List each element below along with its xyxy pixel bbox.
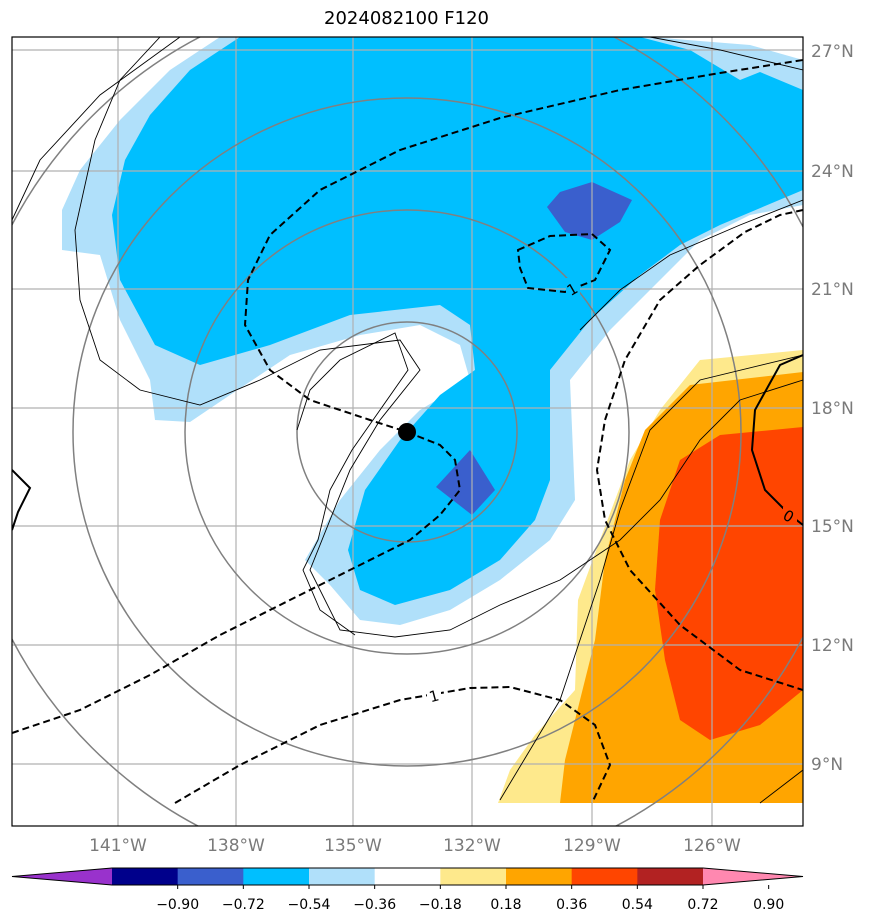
lon-label: 132°W — [443, 836, 501, 856]
colorbar-tick-label: 0.72 — [687, 897, 718, 913]
dashed-contours — [12, 59, 803, 804]
colorbar-segment — [374, 868, 441, 885]
range-rings — [12, 37, 803, 826]
colorbar: −0.90 −0.72 −0.54 −0.36 −0.18 0.18 0.36 0.54 0.7… — [11, 867, 804, 913]
lat-label: 27°N — [811, 42, 854, 62]
longitude-labels: 141°W 138°W 135°W 132°W 129°W 126°W — [89, 836, 741, 856]
latitude-labels: 27°N 24°N 21°N 18°N 15°N 12°N 9°N — [811, 42, 854, 775]
contour-label-1-south: 1 — [427, 686, 441, 706]
colorbar-segment — [637, 868, 704, 885]
colorbar-tick-label: 0.18 — [490, 897, 521, 913]
colorbar-tick-label: −0.90 — [156, 897, 199, 913]
lat-label: 9°N — [811, 755, 843, 775]
colorbar-tick-label: −0.36 — [353, 897, 396, 913]
colorbar-segment — [506, 868, 573, 885]
map-area: 1 1 0 — [12, 37, 803, 826]
map-frame — [11, 36, 804, 827]
colorbar-outline — [11, 867, 804, 886]
colorbar-segment — [571, 868, 638, 885]
colorbar-segment — [440, 868, 507, 885]
lat-label: 12°N — [811, 636, 854, 656]
fill-dark-blue-north — [547, 182, 632, 240]
colorbar-tick-label: 0.36 — [556, 897, 587, 913]
lon-label: 138°W — [207, 836, 265, 856]
lat-label: 15°N — [811, 517, 854, 537]
colorbar-extend-max — [703, 868, 803, 885]
colorbar-tick-label: 0.90 — [753, 897, 784, 913]
lat-label: 24°N — [811, 162, 854, 182]
lat-label: 18°N — [811, 399, 854, 419]
colorbar-tick-label: −0.54 — [288, 897, 331, 913]
fill-red-orange — [655, 427, 803, 740]
contour-labels: 1 1 0 — [427, 278, 797, 706]
storm-center-marker — [398, 423, 416, 441]
colorbar-segment — [177, 868, 244, 885]
colorbar-segment — [243, 868, 310, 885]
colorbar-tick-label: −0.18 — [419, 897, 462, 913]
grid-lines — [12, 37, 803, 826]
lon-label: 126°W — [683, 836, 741, 856]
fill-dark-blue-south — [436, 450, 495, 515]
colorbar-segment — [309, 868, 376, 885]
colorbar-segment — [112, 868, 179, 885]
map-title: 2024082100 F120 — [324, 8, 489, 29]
lon-label: 135°W — [324, 836, 382, 856]
fill-blue — [112, 37, 803, 605]
colorbar-extend-min — [12, 868, 112, 885]
lon-label: 141°W — [89, 836, 147, 856]
lon-label: 129°W — [563, 836, 621, 856]
lat-label: 21°N — [811, 280, 854, 300]
colorbar-tick-label: −0.72 — [222, 897, 265, 913]
colorbar-tick-label: 0.54 — [622, 897, 653, 913]
